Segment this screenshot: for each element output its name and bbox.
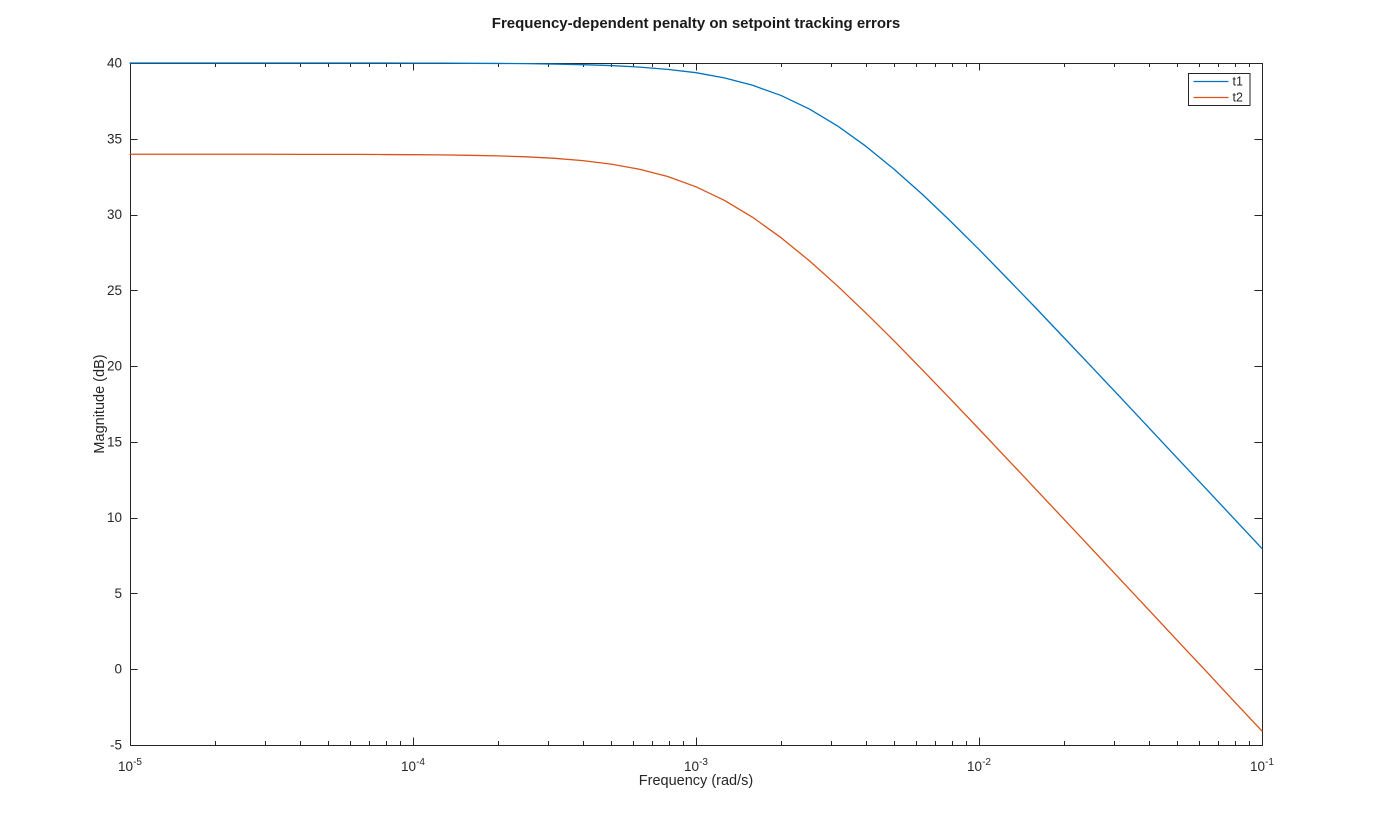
y-tick-label: 40 (107, 56, 122, 71)
y-tick-label: 5 (114, 586, 122, 601)
x-axis-label: Frequency (rad/s) (638, 773, 754, 789)
axes-box (130, 63, 1263, 746)
series-t1-line (129, 62, 1263, 550)
legend-label: t2 (1233, 91, 1243, 105)
y-tick-label: 35 (107, 131, 122, 146)
series-t2-line (129, 153, 1263, 732)
y-tick-label: 0 (114, 662, 122, 677)
y-tick-label: -5 (110, 738, 122, 753)
x-tick-label: 10-1 (1250, 757, 1274, 774)
y-tick-label: 30 (107, 207, 122, 222)
y-tick-label: 20 (107, 359, 122, 374)
y-axis-label: Magnitude (dB) (92, 354, 108, 454)
x-tick-label: 10-2 (967, 757, 991, 774)
x-ticks (130, 63, 1263, 745)
x-tick-label: 10-4 (401, 757, 425, 774)
chart-title: Frequency-dependent penalty on setpoint … (491, 15, 901, 32)
legend-entry-t2: t2 (1193, 91, 1243, 105)
y-tick-label: 10 (107, 510, 122, 525)
y-tick-label: 15 (107, 434, 122, 449)
x-tick-label: 10-5 (118, 757, 142, 774)
y-ticks (130, 63, 1262, 746)
legend-entry-t1: t1 (1193, 75, 1243, 89)
x-tick-label: 10-3 (684, 757, 708, 774)
legend-box (1188, 73, 1251, 106)
y-tick-label: 25 (107, 283, 122, 298)
legend-label: t1 (1233, 75, 1243, 89)
